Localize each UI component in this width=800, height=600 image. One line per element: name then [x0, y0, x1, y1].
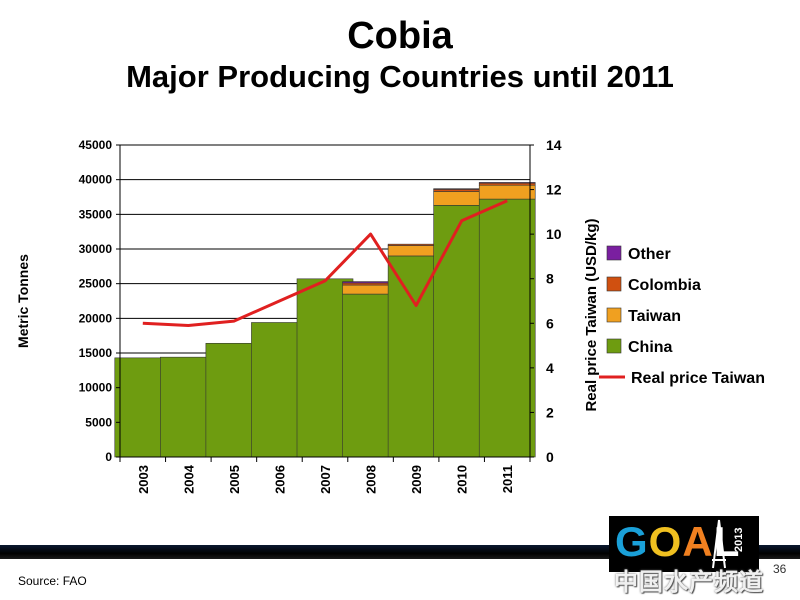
slide-subtitle: Major Producing Countries until 2011: [126, 59, 674, 94]
y-tick-label: 20000: [79, 311, 113, 325]
legend-swatch: [606, 276, 622, 292]
y2-tick-label: 10: [546, 226, 562, 242]
x-tick-label: 2010: [455, 465, 470, 494]
y2-axis-label: Real price Taiwan (USD/kg): [583, 218, 600, 411]
y-tick-label: 40000: [79, 173, 113, 187]
page-number: 36: [773, 562, 787, 576]
logo-letter: G: [615, 518, 649, 565]
y-tick-label: 30000: [79, 242, 113, 256]
legend-label: Taiwan: [628, 308, 681, 325]
y-tick-label: 45000: [79, 138, 113, 152]
goal-logo: GOAL 2013: [609, 516, 759, 572]
y-tick-label: 15000: [79, 346, 113, 360]
legend-swatch: [606, 338, 622, 354]
x-tick-label: 2009: [409, 465, 424, 494]
y2-tick-label: 6: [546, 315, 554, 331]
footer-bar: [0, 545, 800, 559]
eiffel-tower-icon: [712, 519, 726, 569]
slide-title: Cobia: [347, 15, 453, 57]
logo-letter: O: [648, 518, 683, 565]
legend-label: Other: [628, 246, 671, 263]
logo-text: GOAL: [615, 518, 740, 566]
watermark: 中国水产频道: [614, 568, 764, 596]
y-tick-label: 10000: [79, 381, 113, 395]
y-tick-label: 0: [105, 450, 112, 464]
logo-letter: A: [682, 518, 714, 565]
y2-tick-label: 8: [546, 271, 554, 287]
bar-china: [478, 198, 536, 458]
x-tick-label: 2007: [318, 465, 333, 494]
line-real-price-taiwan: [142, 199, 508, 327]
x-tick-label: 2011: [500, 465, 515, 493]
logo-year: 2013: [733, 527, 745, 552]
source-note: Source: FAO: [18, 574, 87, 588]
legend-label: Real price Taiwan: [631, 370, 765, 387]
legend-label: Colombia: [628, 277, 701, 294]
y2-tick-label: 12: [546, 182, 562, 198]
legend-swatch: [606, 307, 622, 323]
y-axis-label: Metric Tonnes: [15, 254, 31, 348]
chart: 2003 2004 2005 2006 2007 2008 2009 2010 20110500…: [15, 137, 765, 494]
bar-other: [478, 182, 536, 184]
legend-label: China: [628, 339, 673, 356]
x-tick-label: 2006: [272, 465, 287, 494]
y2-tick-label: 4: [546, 360, 554, 376]
bar-taiwan: [478, 184, 536, 200]
x-tick-label: 2008: [364, 465, 379, 494]
legend-swatch: [606, 245, 622, 261]
y-tick-label: 35000: [79, 207, 113, 221]
y-tick-label: 25000: [79, 277, 113, 291]
x-tick-label: 2004: [181, 464, 196, 494]
x-tick-label: 2003: [136, 465, 151, 494]
y2-tick-label: 0: [546, 449, 554, 465]
y2-tick-label: 14: [546, 137, 562, 153]
bar-colombia: [478, 182, 536, 186]
y-tick-label: 5000: [85, 415, 112, 429]
y2-tick-label: 2: [546, 404, 554, 420]
x-tick-label: 2005: [227, 465, 242, 494]
